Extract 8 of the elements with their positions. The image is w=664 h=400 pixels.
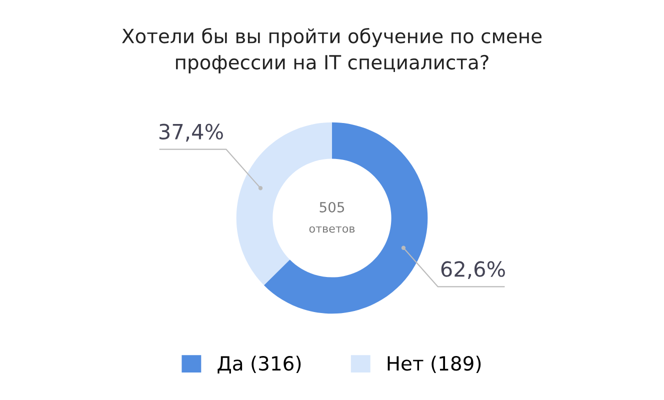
- data-label: 62,6%: [441, 261, 505, 280]
- text: ответов: [309, 226, 355, 233]
- legend-label: Нет (189): [388, 356, 481, 374]
- data-label: 37,4%: [160, 124, 223, 142]
- chart-title: Хотели бы вы пройти обучение по смене профессии на IT специалиста?: [122, 28, 542, 74]
- text: 505: [320, 202, 344, 212]
- legend-label: Да (316): [218, 356, 301, 374]
- donut-slice: [264, 122, 428, 314]
